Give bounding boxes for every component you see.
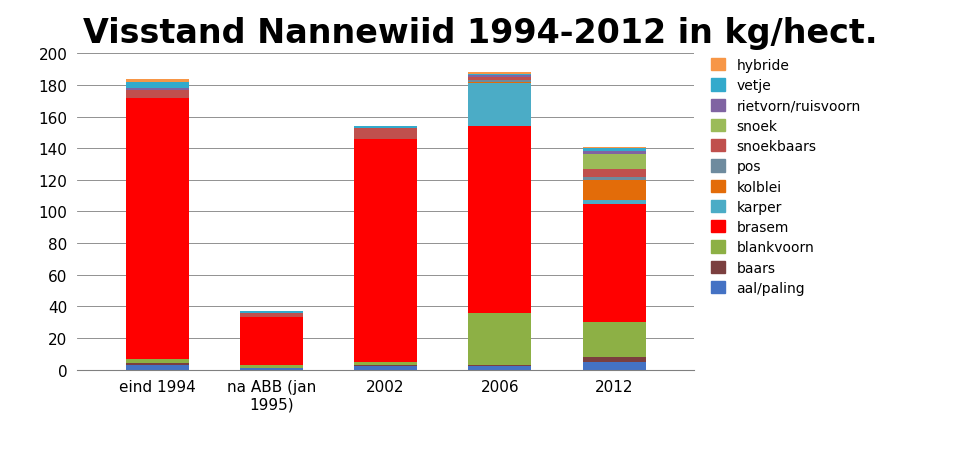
Legend: hybride, vetje, rietvorn/ruisvoorn, snoek, snoekbaars, pos, kolblei, karper, bra: hybride, vetje, rietvorn/ruisvoorn, snoe… xyxy=(708,55,865,299)
Bar xyxy=(354,139,417,362)
Text: Visstand Nannewiid 1994-2012 in kg/hect.: Visstand Nannewiid 1994-2012 in kg/hect. xyxy=(83,17,878,50)
Bar xyxy=(469,73,531,74)
Bar xyxy=(469,127,531,313)
Bar xyxy=(469,76,531,78)
Bar xyxy=(582,362,646,370)
Bar xyxy=(469,365,531,367)
Bar xyxy=(240,313,303,318)
Bar xyxy=(582,147,646,149)
Bar xyxy=(240,368,303,370)
Bar xyxy=(125,89,189,90)
Bar xyxy=(469,84,531,127)
Bar xyxy=(469,81,531,83)
Bar xyxy=(125,364,189,365)
Bar xyxy=(125,98,189,359)
Bar xyxy=(354,127,417,128)
Bar xyxy=(240,311,303,313)
Bar xyxy=(469,78,531,81)
Bar xyxy=(582,204,646,322)
Bar xyxy=(354,128,417,139)
Bar xyxy=(469,367,531,370)
Bar xyxy=(469,74,531,76)
Bar xyxy=(354,365,417,367)
Bar xyxy=(125,359,189,364)
Bar xyxy=(469,313,531,365)
Bar xyxy=(240,365,303,368)
Bar xyxy=(354,362,417,365)
Bar xyxy=(125,83,189,89)
Bar xyxy=(582,169,646,177)
Bar xyxy=(240,318,303,365)
Bar xyxy=(354,367,417,370)
Bar xyxy=(582,201,646,204)
Bar xyxy=(582,357,646,362)
Bar xyxy=(582,152,646,155)
Bar xyxy=(125,79,189,83)
Bar xyxy=(125,365,189,370)
Bar xyxy=(582,322,646,357)
Bar xyxy=(582,177,646,180)
Bar xyxy=(125,90,189,98)
Bar xyxy=(582,155,646,169)
Bar xyxy=(582,180,646,201)
Bar xyxy=(469,83,531,84)
Bar xyxy=(582,149,646,152)
